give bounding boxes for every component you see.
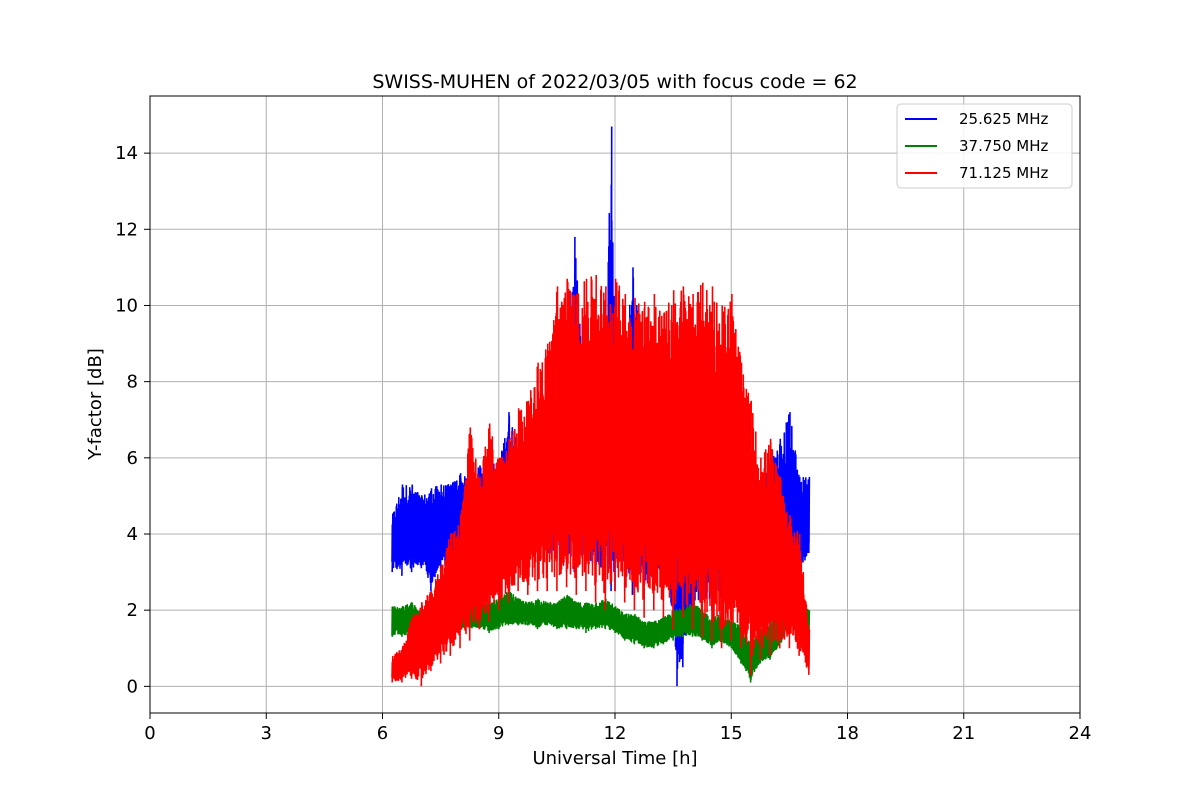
legend-entry: 71.125 MHz (959, 164, 1048, 182)
x-tick-label: 18 (836, 723, 859, 744)
x-tick-label: 0 (144, 723, 155, 744)
y-axis-label: Y-factor [dB] (85, 348, 106, 461)
y-tick-label: 10 (115, 295, 138, 316)
y-tick-label: 4 (127, 524, 138, 545)
y-tick-label: 14 (115, 143, 138, 164)
x-axis-label: Universal Time [h] (532, 748, 697, 769)
legend-entry: 37.750 MHz (959, 137, 1048, 155)
legend-entry: 25.625 MHz (959, 110, 1048, 128)
x-tick-label: 6 (377, 723, 388, 744)
y-tick-label: 8 (127, 372, 138, 393)
x-tick-label: 21 (952, 723, 975, 744)
x-tick-label: 12 (604, 723, 627, 744)
y-tick-label: 6 (127, 448, 138, 469)
x-tick-label: 9 (493, 723, 504, 744)
legend: 25.625 MHz 37.750 MHz 71.125 MHz (896, 103, 1073, 189)
legend-box (896, 103, 1073, 189)
x-tick-label: 3 (261, 723, 272, 744)
series-line (391, 274, 811, 687)
series-layer (391, 126, 811, 687)
y-tick-label: 0 (127, 676, 138, 697)
x-tick-label: 24 (1069, 723, 1092, 744)
y-tick-label: 12 (115, 219, 138, 240)
y-tick-label: 2 (127, 600, 138, 621)
x-tick-label: 15 (720, 723, 743, 744)
chart-title: SWISS-MUHEN of 2022/03/05 with focus cod… (372, 71, 857, 93)
